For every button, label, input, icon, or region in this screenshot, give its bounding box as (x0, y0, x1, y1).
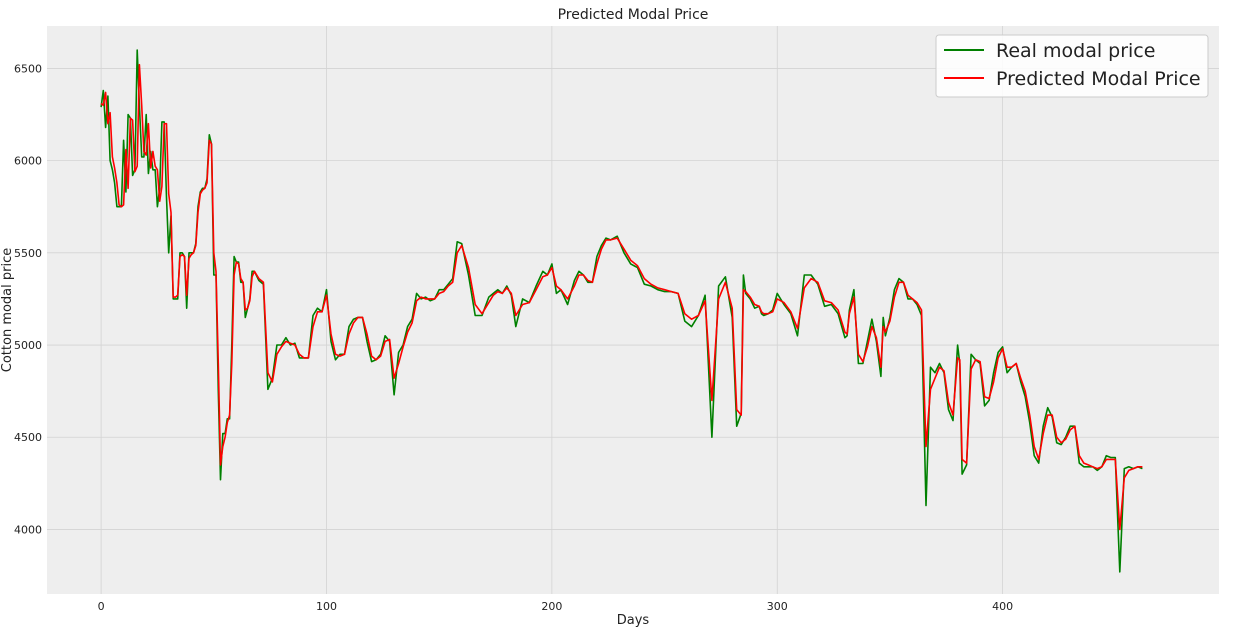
legend-box (935, 34, 1209, 98)
x-tick-label: 200 (541, 600, 562, 613)
chart-title: Predicted Modal Price (558, 7, 709, 23)
y-tick-label: 5000 (14, 339, 42, 352)
x-tick-label: 300 (767, 600, 788, 613)
x-tick-label: 0 (98, 600, 105, 613)
y-axis-title: Cotton modal price (0, 248, 15, 372)
y-tick-label: 4000 (14, 523, 42, 536)
x-axis-title: Days (617, 613, 650, 628)
series-line-predicted (100, 63, 1143, 531)
axes: 0 100 200 300 400 4000 4500 5000 5500 6000 6500 (14, 62, 1013, 613)
y-tick-label: 4500 (14, 431, 42, 444)
plot-background (47, 26, 1219, 594)
grid-lines (47, 26, 1219, 594)
x-tick-label: 100 (316, 600, 337, 613)
y-tick-label: 6500 (14, 62, 42, 75)
legend-label-real: Real modal price (996, 40, 1155, 62)
legend-label-predicted: Predicted Modal Price (996, 68, 1201, 90)
y-tick-label: 6000 (14, 155, 42, 168)
legend: Real modal price Predicted Modal Price (935, 34, 1209, 98)
series-lines (100, 49, 1143, 573)
y-tick-label: 5500 (14, 247, 42, 260)
x-tick-label: 400 (992, 600, 1013, 613)
